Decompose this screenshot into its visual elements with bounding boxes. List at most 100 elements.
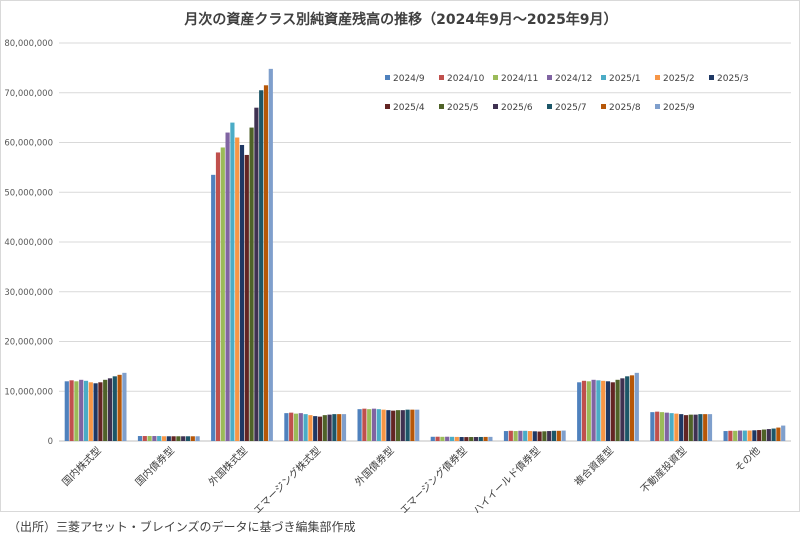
bar: [225, 132, 230, 442]
bar: [625, 376, 630, 441]
bar: [254, 107, 259, 442]
bar: [381, 409, 386, 441]
bar: [308, 415, 313, 441]
bar: [728, 430, 733, 441]
bar: [415, 409, 420, 441]
bar: [376, 409, 381, 441]
bar: [181, 436, 186, 441]
legend-label: 2025/3: [717, 74, 749, 84]
bar: [683, 415, 689, 441]
legend-label: 2025/2: [663, 74, 695, 84]
bar: [664, 412, 669, 441]
bar: [161, 436, 167, 441]
bar: [551, 430, 557, 441]
x-tick-label: 国内株式型: [59, 444, 104, 489]
legend-label: 2024/9: [393, 74, 425, 84]
bar: [547, 431, 552, 441]
x-tick-label: その他: [732, 444, 762, 474]
legend-label: 2025/6: [501, 103, 533, 113]
bar: [707, 414, 713, 441]
bar: [542, 431, 547, 441]
bar: [230, 122, 235, 441]
bar: [341, 414, 347, 441]
bar: [249, 127, 254, 441]
bar: [211, 174, 216, 441]
y-tick-label: 50,000,000: [4, 188, 53, 198]
bar: [459, 437, 464, 441]
legend-label: 2025/4: [393, 103, 425, 113]
bar: [650, 412, 655, 441]
bar: [195, 436, 200, 441]
bar: [117, 374, 122, 441]
y-tick-label: 40,000,000: [4, 238, 53, 248]
bar: [615, 379, 620, 441]
bar: [532, 431, 537, 441]
legend-swatch: [547, 104, 552, 109]
bar: [655, 411, 660, 441]
bar: [284, 413, 289, 441]
bar: [761, 429, 767, 441]
legend-label: 2025/8: [609, 103, 641, 113]
bar: [435, 436, 440, 441]
bar: [171, 436, 176, 441]
bar: [430, 436, 435, 441]
bar: [659, 412, 665, 441]
bar: [152, 436, 157, 441]
bar: [220, 147, 225, 441]
x-tick-label: 外国債券型: [352, 444, 397, 489]
legend-label: 2025/1: [609, 74, 641, 84]
bar: [757, 430, 762, 441]
bar: [410, 409, 415, 441]
bar: [289, 412, 294, 441]
legend-label: 2024/12: [555, 74, 592, 84]
legend-swatch: [601, 104, 606, 109]
bar: [157, 436, 162, 441]
bar: [405, 409, 410, 441]
bar: [322, 415, 327, 441]
bar: [737, 430, 743, 441]
y-tick-label: 0: [48, 437, 53, 447]
y-tick-label: 10,000,000: [4, 387, 53, 397]
y-tick-label: 20,000,000: [4, 338, 53, 348]
bar: [303, 414, 308, 441]
bar: [776, 427, 781, 441]
legend-swatch: [709, 75, 714, 80]
x-tick-label: 国内債券型: [132, 444, 177, 489]
bar: [176, 436, 181, 441]
bar: [454, 436, 459, 441]
bar: [185, 436, 191, 441]
bar-chart: 0 10,000,000 20,000,000 30,000,000 40,000,00…: [4, 39, 791, 517]
bar: [235, 137, 240, 441]
chart-frame: 月次の資産クラス別純資産残高の推移（2024年9月～2025年9月） 0 10,0…: [0, 0, 800, 517]
bar: [591, 379, 596, 441]
bar: [669, 413, 674, 441]
bar: [693, 414, 698, 441]
legend-label: 2025/5: [447, 103, 479, 113]
bar: [610, 382, 615, 441]
bar: [445, 436, 450, 441]
bar: [332, 414, 337, 441]
bar: [83, 380, 89, 441]
bar: [244, 154, 249, 441]
bar: [586, 381, 591, 441]
bar: [634, 372, 639, 441]
legend-swatch: [547, 75, 552, 80]
bar: [112, 376, 117, 441]
bar: [107, 378, 113, 441]
bar: [357, 409, 362, 441]
x-tick-label: エマージング債券型: [397, 444, 470, 513]
bar: [518, 430, 523, 441]
bar: [400, 410, 405, 441]
bar: [513, 431, 518, 441]
bar: [688, 414, 693, 441]
bar: [268, 68, 273, 442]
bar: [629, 375, 635, 441]
legend-swatch: [439, 104, 444, 109]
bar: [293, 413, 299, 441]
x-tick-label: 外国株式型: [206, 444, 251, 489]
bar: [259, 90, 264, 441]
bar: [742, 430, 747, 441]
bar: [79, 379, 84, 441]
bar: [469, 437, 474, 441]
bar: [74, 381, 79, 441]
